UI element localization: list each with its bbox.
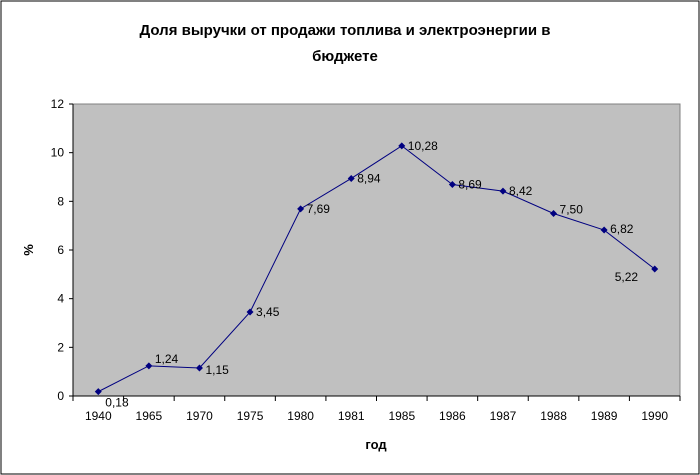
data-point-marker [398, 142, 406, 150]
data-point-marker [246, 308, 254, 316]
x-tick-label: 1986 [439, 409, 466, 423]
y-tick-label: 10 [51, 146, 65, 160]
y-axis: 0 2 4 6 8 10 12 [51, 97, 74, 403]
data-point-marker [651, 265, 659, 273]
y-tick-label: 8 [57, 194, 64, 208]
y-tick-label: 4 [57, 292, 64, 306]
data-point-marker [600, 226, 608, 234]
x-tick-label: 1975 [237, 409, 264, 423]
x-tick-label: 1987 [490, 409, 517, 423]
data-value-label: 7,69 [307, 202, 331, 216]
x-tick-label: 1988 [540, 409, 567, 423]
data-point-marker [499, 187, 507, 195]
x-tick-label: 1981 [338, 409, 365, 423]
x-tick-label: 1940 [85, 409, 112, 423]
x-tick-label: 1980 [287, 409, 314, 423]
data-value-label: 10,28 [408, 139, 438, 153]
x-tick-label: 1985 [388, 409, 415, 423]
data-point-marker [195, 364, 203, 372]
y-tick-label: 12 [51, 97, 65, 111]
y-tick-label: 0 [57, 389, 64, 403]
x-tick-label: 1990 [641, 409, 668, 423]
data-value-label: 1,24 [155, 352, 179, 366]
data-point-marker [145, 362, 153, 370]
plot-area [72, 103, 681, 397]
data-value-label: 6,82 [610, 222, 634, 236]
y-tick-label: 6 [57, 243, 64, 257]
data-point-marker [94, 388, 102, 396]
data-point-marker [448, 181, 456, 189]
data-value-label: 1,15 [205, 363, 229, 377]
data-point-marker [347, 174, 355, 182]
x-axis-title: год [365, 437, 387, 452]
y-tick-label: 2 [57, 340, 64, 354]
data-value-label: 5,22 [615, 270, 639, 284]
data-value-label: 7,50 [560, 203, 584, 217]
data-value-label: 0,18 [105, 396, 129, 410]
y-axis-title: % [21, 244, 36, 256]
x-tick-label: 1970 [186, 409, 213, 423]
x-tick-label: 1989 [591, 409, 618, 423]
series-polyline [98, 145, 656, 393]
chart-title-line-2: бюджете [312, 48, 378, 65]
x-tick-label: 1965 [136, 409, 163, 423]
series-line: 0,18 1,24 1,15 3,45 7,69 8,94 10,28 8,69 8,42 7,5… [94, 139, 659, 410]
x-axis: 1940 1965 1970 1975 1980 1981 1985 1986 1987 1988… [72, 395, 681, 423]
data-value-label: 8,42 [509, 184, 533, 198]
data-point-marker [550, 210, 558, 217]
data-value-label: 3,45 [256, 305, 280, 319]
data-point-marker [297, 205, 305, 213]
data-value-label: 8,69 [458, 178, 482, 192]
chart-title-line-1: Доля выручки от продажи топлива и электр… [140, 22, 551, 39]
data-value-label: 8,94 [357, 171, 381, 185]
